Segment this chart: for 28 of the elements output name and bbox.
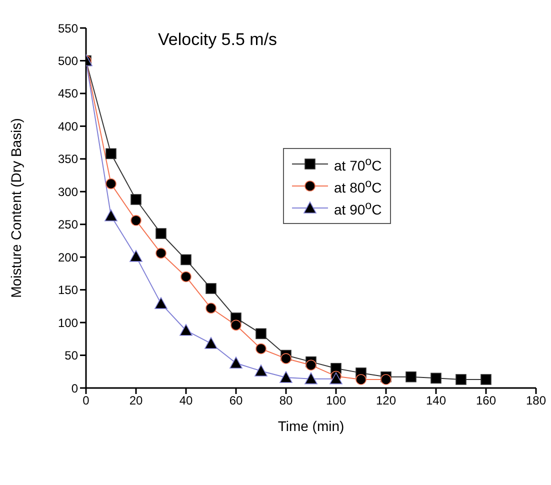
y-tick-label: 250 bbox=[58, 218, 78, 232]
y-tick-label: 550 bbox=[58, 21, 78, 36]
y-tick-label: 350 bbox=[58, 152, 78, 166]
y-axis-title: Moisture Content (Dry Basis) bbox=[8, 118, 24, 298]
chart-title: Velocity 5.5 m/s bbox=[158, 30, 278, 50]
x-tick-label: 120 bbox=[376, 394, 396, 408]
x-tick-label: 160 bbox=[476, 394, 496, 408]
y-tick-label: 150 bbox=[58, 283, 78, 298]
y-tick-label: 400 bbox=[58, 119, 78, 134]
x-tick-label: 80 bbox=[279, 394, 293, 408]
y-tick-label: 450 bbox=[58, 86, 78, 101]
x-tick-label: 40 bbox=[179, 394, 193, 408]
x-tick-label: 60 bbox=[229, 394, 243, 408]
x-tick-label: 20 bbox=[129, 394, 143, 408]
x-tick-label: 100 bbox=[326, 394, 346, 408]
legend-label: at 90$^{o}$C bbox=[334, 198, 382, 218]
y-tick-label: 200 bbox=[58, 250, 78, 264]
y-tick-label: 50 bbox=[64, 348, 78, 363]
y-tick-label: 500 bbox=[58, 54, 78, 68]
x-tick-label: 180 bbox=[526, 394, 546, 408]
legend-label: at 70$^{o}$C bbox=[334, 154, 382, 174]
y-tick-label: 300 bbox=[58, 184, 78, 199]
x-tick-label: 0 bbox=[82, 394, 90, 408]
y-tick-label: 0 bbox=[71, 381, 78, 396]
x-tick-label: 140 bbox=[426, 394, 446, 408]
legend-label: at 80$^{o}$C bbox=[334, 176, 382, 196]
y-tick-label: 100 bbox=[58, 316, 78, 330]
x-axis-title: Time (min) bbox=[278, 418, 344, 434]
